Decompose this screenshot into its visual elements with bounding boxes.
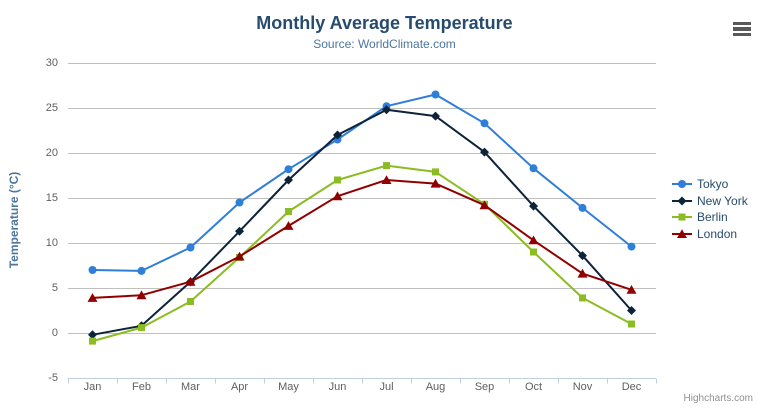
legend-label: Berlin xyxy=(697,210,728,225)
series-point-berlin[interactable] xyxy=(187,298,194,305)
x-axis-category-label: Sep xyxy=(474,381,495,393)
series-point-london[interactable] xyxy=(577,268,588,278)
x-axis-category-label: Oct xyxy=(524,381,543,393)
series-point-london[interactable] xyxy=(185,276,196,286)
series-point-new-york[interactable] xyxy=(529,201,538,211)
series-point-new-york[interactable] xyxy=(382,105,391,115)
series-point-tokyo[interactable] xyxy=(578,203,587,212)
series-point-london[interactable] xyxy=(528,235,539,245)
series-point-berlin[interactable] xyxy=(334,176,341,184)
series-point-tokyo[interactable] xyxy=(284,165,293,174)
y-axis-tick-label: 30 xyxy=(45,57,58,69)
series-point-tokyo[interactable] xyxy=(88,266,97,274)
series-new-york xyxy=(88,105,636,340)
legend-marker-diamond-icon xyxy=(672,196,692,206)
series-point-tokyo[interactable] xyxy=(627,242,636,251)
series-point-london[interactable] xyxy=(283,221,294,230)
series-point-london[interactable] xyxy=(381,175,392,184)
x-axis-category-label: Jan xyxy=(83,381,102,393)
legend-label: Tokyo xyxy=(697,177,729,192)
series-point-london[interactable] xyxy=(626,285,637,294)
legend-item-tokyo[interactable]: Tokyo xyxy=(672,177,748,192)
series-point-berlin[interactable] xyxy=(138,324,145,332)
hamburger-icon xyxy=(733,21,751,26)
series-point-new-york[interactable] xyxy=(235,226,244,236)
x-axis-category-label: Apr xyxy=(230,381,249,393)
series-london xyxy=(87,175,637,302)
series-point-berlin[interactable] xyxy=(432,168,439,176)
series-point-berlin[interactable] xyxy=(285,208,292,215)
legend: Tokyo New York Berlin London xyxy=(672,177,748,241)
legend-label: London xyxy=(697,226,738,241)
series-tokyo xyxy=(88,90,636,275)
series-point-berlin[interactable] xyxy=(89,337,96,345)
series-point-tokyo[interactable] xyxy=(186,243,195,252)
series-point-london[interactable] xyxy=(479,200,490,210)
series-point-london[interactable] xyxy=(87,293,98,302)
legend-marker-square-icon xyxy=(672,213,692,221)
series-point-london[interactable] xyxy=(332,191,343,201)
y-axis-tick-label: 15 xyxy=(45,192,58,204)
series-point-london[interactable] xyxy=(430,178,441,188)
series-point-london[interactable] xyxy=(136,290,147,300)
series-point-berlin[interactable] xyxy=(579,294,586,302)
legend-marker-circle-icon xyxy=(672,180,692,189)
series-point-berlin[interactable] xyxy=(383,162,390,170)
legend-item-berlin[interactable]: Berlin xyxy=(672,210,748,225)
series-point-tokyo[interactable] xyxy=(431,90,440,99)
series-point-new-york[interactable] xyxy=(333,130,342,140)
x-axis-category-label: Aug xyxy=(425,381,446,393)
series-point-new-york[interactable] xyxy=(578,251,587,261)
series-line-london[interactable] xyxy=(91,179,633,299)
series-point-tokyo[interactable] xyxy=(529,164,538,173)
y-axis-tick-label: -5 xyxy=(48,372,58,384)
legend-item-new-york[interactable]: New York xyxy=(672,193,748,208)
legend-item-london[interactable]: London xyxy=(672,226,748,241)
series-line-berlin[interactable] xyxy=(91,164,633,343)
series-line-new-york[interactable] xyxy=(91,108,633,336)
x-axis-category-label: May xyxy=(278,381,299,393)
series-line-tokyo[interactable] xyxy=(91,93,633,272)
x-axis-category-label: Mar xyxy=(181,381,200,393)
x-axis-category-label: Jul xyxy=(379,381,394,393)
y-axis-tick-label: 0 xyxy=(51,327,58,339)
y-axis-tick-label: 20 xyxy=(45,147,58,159)
x-axis-category-label: Nov xyxy=(572,381,593,393)
series-point-new-york[interactable] xyxy=(480,147,489,157)
series-point-berlin[interactable] xyxy=(530,248,537,256)
x-axis-category-label: Jun xyxy=(328,381,347,393)
series-point-tokyo[interactable] xyxy=(235,198,244,207)
legend-label: New York xyxy=(697,193,748,208)
x-axis-category-label: Feb xyxy=(132,381,151,393)
legend-marker-triangle-icon xyxy=(672,228,692,238)
x-axis-category-label: Dec xyxy=(621,381,642,393)
chart-subtitle: Source: WorldClimate.com xyxy=(313,37,456,51)
chart-context-menu-button[interactable] xyxy=(729,17,755,41)
series-point-new-york[interactable] xyxy=(88,330,97,340)
y-axis-tick-label: 10 xyxy=(45,237,58,249)
chart-title: Monthly Average Temperature xyxy=(256,13,513,33)
series-point-tokyo[interactable] xyxy=(137,266,146,275)
series-point-new-york[interactable] xyxy=(284,175,293,185)
credits-link[interactable]: Highcharts.com xyxy=(683,393,753,404)
series-point-new-york[interactable] xyxy=(627,306,636,315)
series-point-new-york[interactable] xyxy=(431,111,440,121)
series-point-london[interactable] xyxy=(234,251,245,261)
series-point-tokyo[interactable] xyxy=(480,119,489,128)
y-axis-tick-label: 25 xyxy=(45,102,58,114)
series-point-berlin[interactable] xyxy=(628,320,635,328)
y-axis-tick-label: 5 xyxy=(51,282,58,294)
hamburger-icon xyxy=(733,32,751,37)
hamburger-icon xyxy=(733,27,751,31)
